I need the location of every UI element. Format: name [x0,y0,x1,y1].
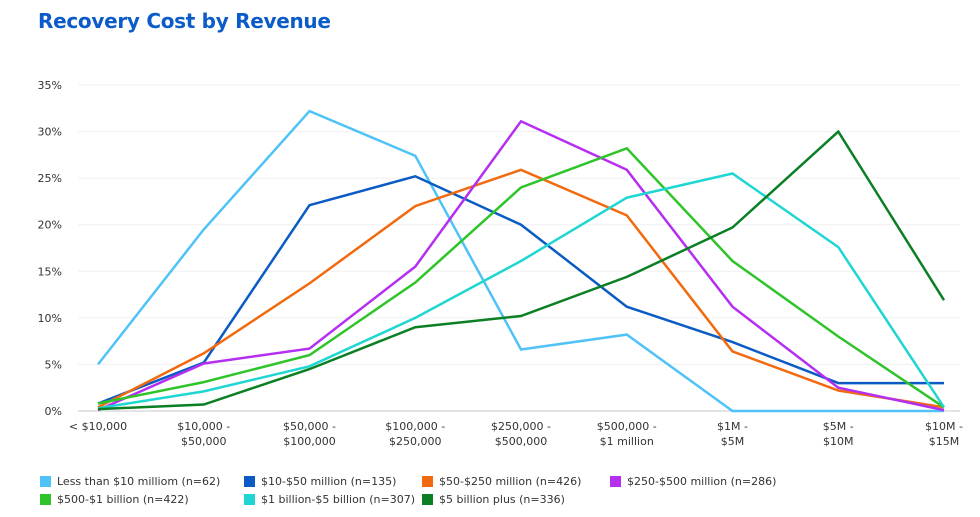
legend-label: $50-$250 million (n=426) [439,475,582,488]
x-tick-label: $10,000 -$50,000 [177,420,230,448]
series-line-6 [97,129,946,411]
x-tick-label: $500,000 -$1 million [597,420,657,448]
y-tick-label: 20% [38,219,62,232]
series-line-1 [97,174,944,405]
x-tick-label: $100,000 -$250,000 [385,420,445,448]
legend-swatch [610,476,621,487]
series-line-0 [97,109,944,413]
legend-swatch [422,476,433,487]
legend-label: $1 billion-$5 billion (n=307) [261,493,416,506]
legend-item: $5 billion plus (n=336) [422,493,565,506]
legend-label: Less than $10 milliom (n=62) [57,475,221,488]
legend-item: $250-$500 million (n=286) [610,475,776,488]
series-line-5 [97,172,946,410]
y-axis-ticks: 0% 5% 10% 15% 20% 25% 30% 35% [38,79,62,418]
series-line-3 [97,119,945,412]
legend-label: $10-$50 million (n=135) [261,475,397,488]
legend-swatch [40,494,51,505]
legend-label: $500-$1 billion (n=422) [57,493,189,506]
legend-item: $10-$50 million (n=135) [244,475,396,488]
y-tick-label: 30% [38,126,62,139]
x-tick-label: $5M -$10M [823,420,854,448]
legend-swatch [244,494,255,505]
y-tick-label: 5% [45,358,62,371]
x-tick-label: $50,000 -$100,000 [283,420,336,448]
x-tick-label: $1M -$5M [717,420,748,448]
series-lines [97,109,946,413]
legend-item: $50-$250 million (n=426) [422,475,581,488]
legend-item: $500-$1 billion (n=422) [40,493,189,506]
series-line-2 [97,168,945,409]
legend-swatch [422,494,433,505]
chart-title: Recovery Cost by Revenue [38,9,331,33]
legend-item: $1 billion-$5 billion (n=307) [244,493,415,506]
series-line-4 [97,146,945,409]
y-tick-label: 35% [38,79,62,92]
y-tick-label: 25% [38,172,62,185]
x-tick-label: $250,000 -$500,000 [491,420,551,448]
legend-label: $250-$500 million (n=286) [627,475,777,488]
legend-swatch [244,476,255,487]
y-tick-label: 15% [38,265,62,278]
legend-item: Less than $10 milliom (n=62) [40,475,220,488]
legend-swatch [40,476,51,487]
legend-label: $5 billion plus (n=336) [439,493,565,506]
y-tick-label: 10% [38,312,62,325]
x-axis-ticks: < $10,000 $10,000 -$50,000 $50,000 -$100,0… [69,420,963,448]
x-tick-label: < $10,000 [69,420,127,433]
gridlines [78,84,960,412]
x-tick-label: $10M -$15M [925,420,963,448]
y-tick-label: 0% [45,405,62,418]
